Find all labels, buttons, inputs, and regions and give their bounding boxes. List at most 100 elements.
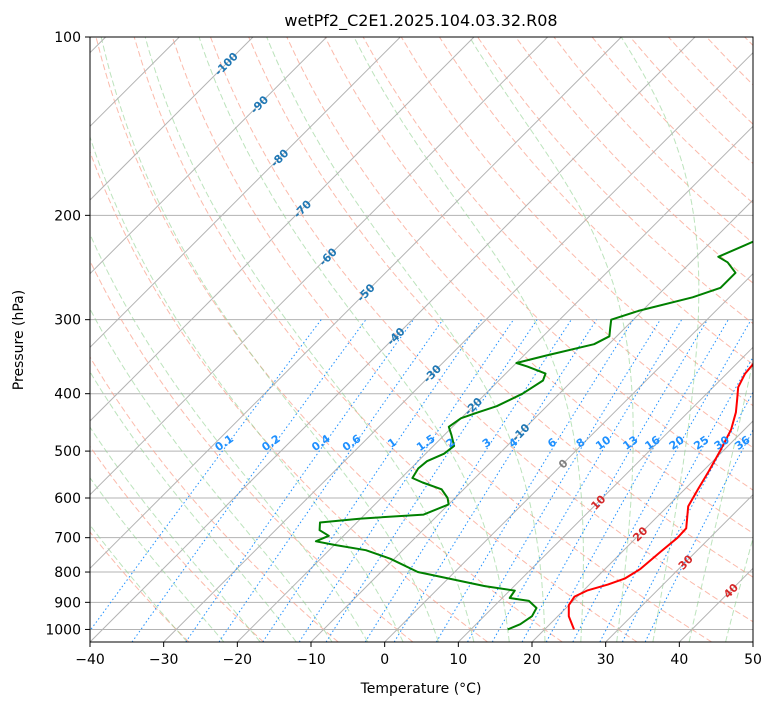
mixing-ratio-line	[644, 428, 753, 642]
isotherm-line	[310, 199, 753, 642]
mixing-ratio-line	[599, 356, 753, 642]
moist-adiabat	[469, 37, 634, 642]
dewpoint-line	[314, 240, 753, 631]
mixing-ratio-label: 16	[643, 433, 663, 453]
mixing-ratio-label: 30	[712, 433, 732, 453]
mixing-ratio-line	[364, 319, 572, 642]
isotherm-line	[90, 37, 401, 349]
mixing-ratio-line	[393, 319, 597, 642]
isotherm-line	[90, 37, 696, 642]
isotherm-label: 10	[588, 492, 608, 512]
y-tick-label: 800	[54, 565, 81, 581]
isotherm-line	[605, 493, 753, 642]
mixing-ratio-label: 2	[444, 436, 458, 451]
mixing-ratio-label: 10	[593, 433, 613, 453]
dry-adiabat	[515, 37, 753, 284]
x-tick-label: −20	[223, 652, 253, 668]
moist-adiabat	[90, 135, 404, 642]
y-tick-label: 400	[54, 387, 81, 403]
dry-adiabat	[591, 37, 753, 204]
y-tick-label: 500	[54, 444, 81, 460]
dry-adiabat	[90, 445, 264, 642]
moist-adiabat	[620, 37, 700, 642]
dry-adiabat	[95, 37, 563, 642]
x-tick-label: 0	[380, 652, 389, 668]
isotherm-line	[90, 37, 328, 275]
mixing-ratio-label: 13	[621, 433, 641, 452]
mixing-ratio-line	[435, 319, 634, 642]
mixing-ratio-line	[491, 319, 683, 642]
mixing-ratio-line	[185, 319, 414, 642]
moist-adiabat	[90, 426, 261, 642]
dry-adiabat	[248, 37, 753, 578]
isotherm-line	[90, 37, 254, 201]
temperature-line	[567, 362, 753, 630]
dry-adiabat	[438, 37, 753, 366]
moist-adiabat	[725, 536, 753, 642]
moist-adiabat	[198, 37, 510, 642]
moist-adiabat	[353, 37, 584, 642]
isotherm-label: -80	[268, 146, 291, 169]
isotherm-line	[752, 641, 753, 642]
isotherm-label: -20	[462, 395, 485, 418]
mixing-ratio-line	[218, 319, 444, 642]
y-axis-ticks: 1000 900 800 700 600 500 400 300 200 100	[45, 30, 90, 638]
dry-adiabat	[706, 37, 753, 86]
x-tick-label: −30	[149, 652, 179, 668]
moist-adiabat	[90, 232, 369, 642]
chart-title: wetPf2_C2E1.2025.104.03.32.R08	[284, 11, 557, 31]
pressure-gridlines	[90, 36, 753, 630]
mixing-ratio-label: 20	[667, 433, 687, 453]
moist-adiabat	[144, 37, 475, 642]
y-tick-label: 100	[54, 30, 81, 46]
isotherm-line	[90, 37, 549, 496]
plot-area: -100-90-80-70-60-50-40-30-20-10010203040…	[90, 37, 753, 642]
y-tick-label: 900	[54, 595, 81, 611]
mixing-ratio-label: 36	[733, 433, 753, 453]
mixing-ratio-line	[262, 319, 482, 642]
x-tick-label: 30	[597, 652, 615, 668]
x-tick-label: 10	[449, 652, 467, 668]
isotherm-line	[457, 346, 753, 642]
y-tick-label: 200	[54, 208, 81, 224]
x-tick-label: 20	[523, 652, 541, 668]
dry-adiabat	[90, 259, 414, 642]
y-tick-label: 1000	[45, 622, 81, 638]
mixing-ratio-line	[90, 319, 322, 632]
x-tick-label: 50	[744, 652, 762, 668]
plot-frame	[89, 36, 754, 643]
isotherms	[90, 37, 753, 642]
moist-adiabats	[90, 37, 753, 642]
mixing-ratio-lines	[90, 319, 753, 642]
isotherm-label: -90	[248, 93, 271, 116]
isotherm-label: -50	[354, 281, 377, 304]
dry-adiabat	[90, 531, 190, 642]
mixing-ratio-line	[325, 319, 538, 642]
moist-adiabat	[266, 37, 546, 642]
isotherm-line	[163, 51, 753, 642]
moist-adiabat	[90, 370, 297, 642]
y-tick-label: 700	[54, 531, 81, 547]
dry-adiabat	[400, 37, 753, 407]
dry-adiabat	[477, 37, 753, 325]
mixing-ratio-label: 6	[545, 435, 559, 450]
data-series	[314, 240, 753, 631]
isotherm-line	[236, 125, 753, 642]
dry-adiabat	[553, 37, 753, 244]
y-tick-label: 600	[54, 491, 81, 507]
isotherm-line	[531, 420, 753, 642]
moist-adiabat	[100, 37, 439, 642]
isotherm-line	[384, 272, 753, 642]
mixing-ratio-line	[545, 319, 729, 642]
isotherm-line	[90, 37, 475, 422]
x-tick-label: 40	[670, 652, 688, 668]
mixing-ratio-label: 1	[385, 436, 399, 451]
y-tick-label: 300	[54, 313, 81, 329]
isotherm-label: 30	[676, 552, 696, 572]
dry-adiabat	[210, 37, 753, 623]
x-tick-label: −40	[75, 652, 105, 668]
isotherm-label: -70	[291, 197, 314, 220]
x-axis-ticks: −40 −30 −20 −10 0 10 20 30 40 50	[75, 642, 762, 668]
mixing-ratio-line	[131, 319, 367, 642]
